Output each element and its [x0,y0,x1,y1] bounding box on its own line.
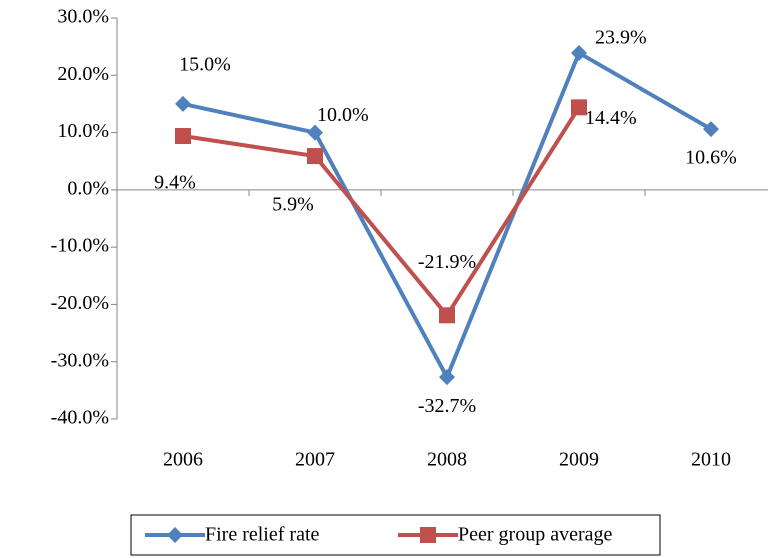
legend-marker [167,527,183,543]
x-tick-label: 2009 [559,449,599,471]
y-tick-label: 0.0% [67,177,109,199]
x-tick-label: 2010 [691,449,731,471]
data-label: 15.0% [179,54,231,76]
y-tick-label: -30.0% [51,349,109,371]
data-label: 5.9% [272,194,314,216]
data-label: -32.7% [418,395,476,417]
x-tick-label: 2007 [295,449,335,471]
legend-label: Fire relief rate [205,524,319,546]
data-point [571,99,587,116]
y-tick-label: -10.0% [51,235,109,257]
legend-label: Peer group average [458,524,612,546]
data-label: 9.4% [154,172,196,194]
data-point [439,369,455,386]
data-label: 14.4% [585,107,637,129]
data-label: 10.0% [317,104,369,126]
data-point [175,128,191,145]
series-line [182,106,581,319]
y-tick-label: -40.0% [51,407,109,429]
y-tick-label: 10.0% [57,120,109,142]
data-label: 23.9% [595,27,647,49]
data-label: -21.9% [418,251,476,273]
data-point [703,121,719,138]
series-line [182,50,712,382]
x-tick-label: 2008 [427,449,467,471]
data-point [307,148,323,165]
y-tick-label: 30.0% [57,6,109,28]
y-tick-label: 20.0% [57,63,109,85]
y-tick-label: -20.0% [51,292,109,314]
data-point [439,307,455,324]
data-point [307,124,323,141]
legend-marker [420,527,436,543]
data-point [571,44,587,61]
data-label: 10.6% [685,147,737,169]
legend-box [130,514,661,556]
data-point [175,95,191,112]
x-tick-label: 2006 [163,449,203,471]
